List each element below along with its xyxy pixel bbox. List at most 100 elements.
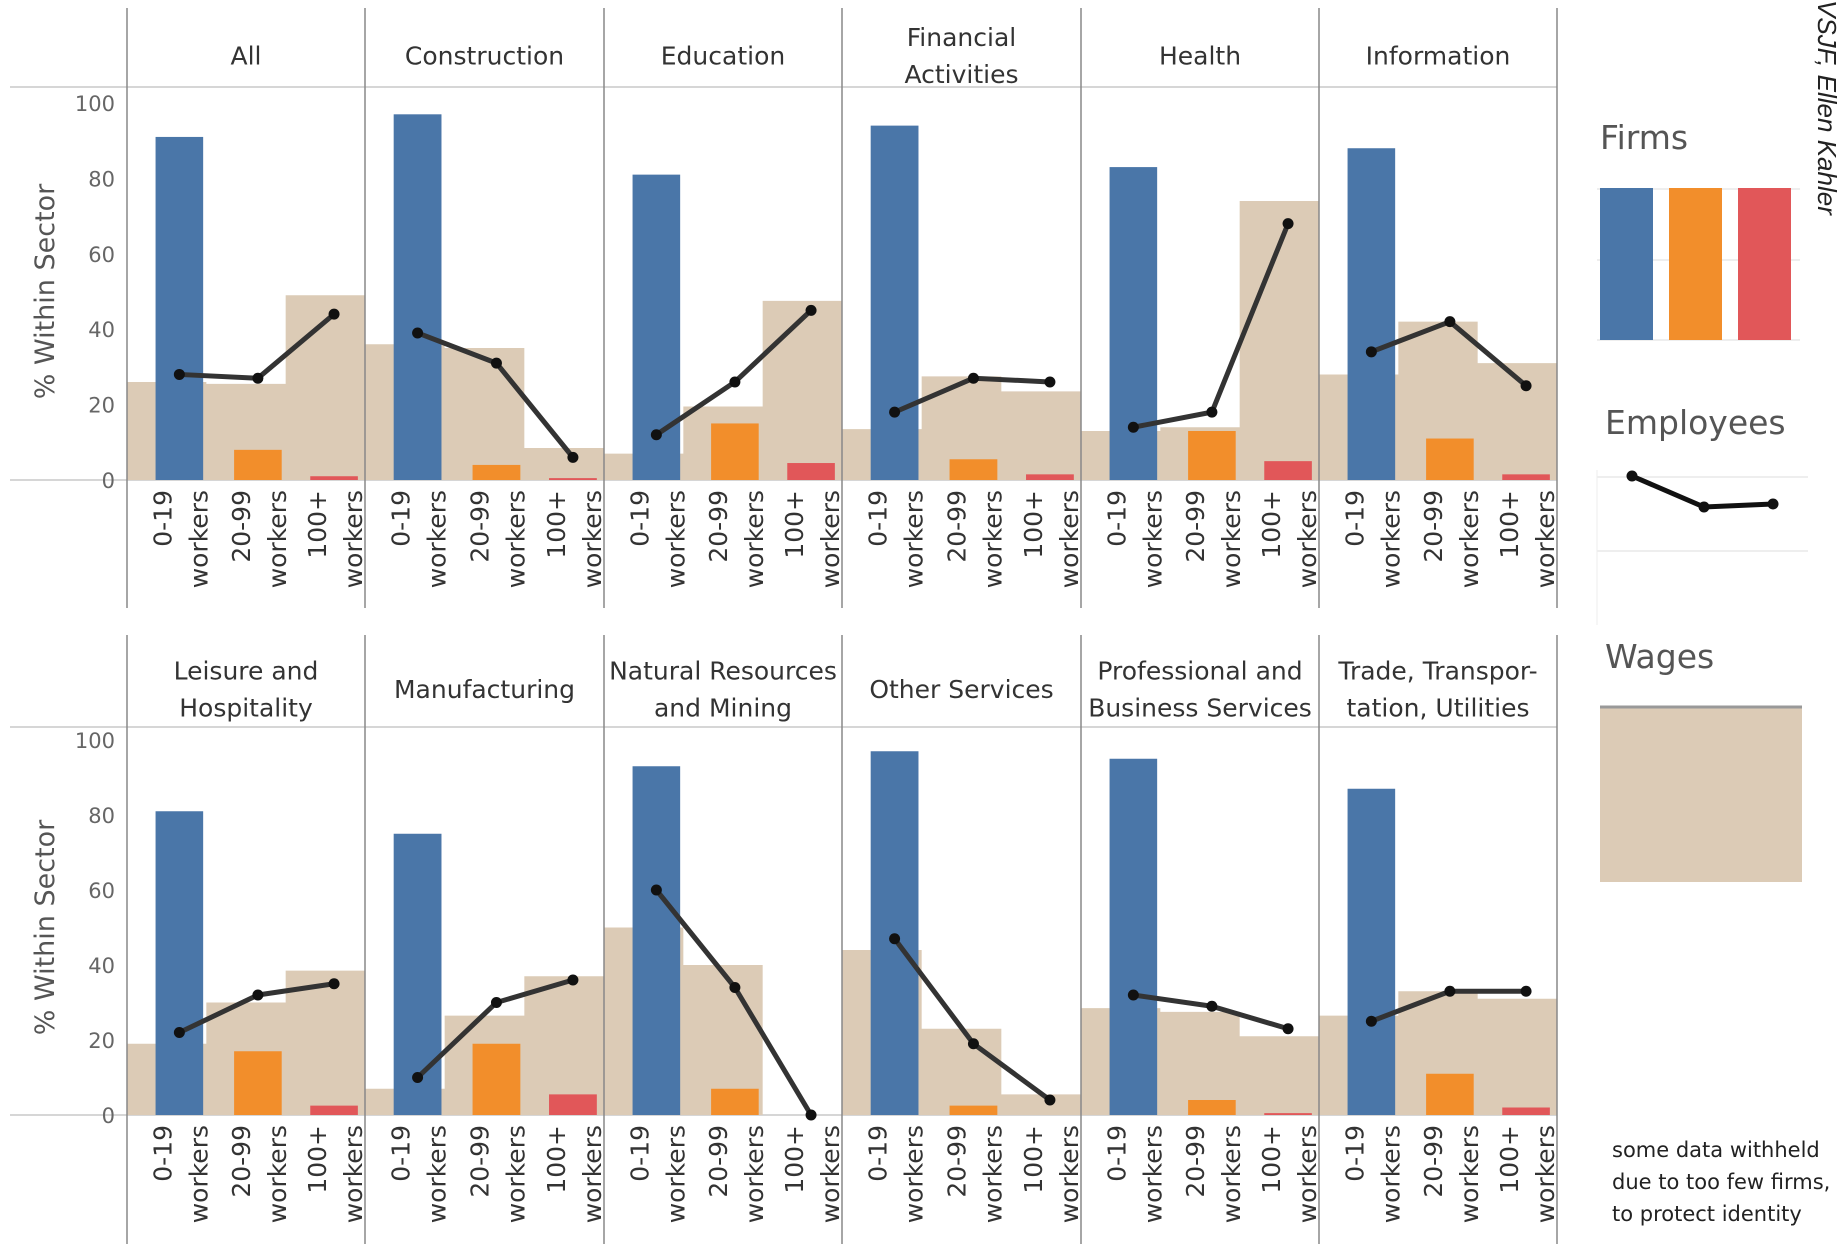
- y-tick-label: 0: [102, 469, 115, 493]
- y-tick-label: 20: [88, 1029, 115, 1053]
- category-label: workers: [578, 1125, 607, 1223]
- firms-bar: [1502, 474, 1550, 480]
- panel-title: Other Services: [869, 675, 1053, 704]
- y-tick-label: 0: [102, 1104, 115, 1128]
- category-label: 20-99: [227, 1125, 256, 1198]
- category-label: workers: [816, 1125, 845, 1223]
- wages-area: [604, 300, 842, 480]
- category-label: 0-19: [387, 490, 416, 547]
- panel-title: Business Services: [1088, 694, 1312, 723]
- credit-text: VSJF, Ellen Kahler: [1812, 0, 1842, 215]
- category-label: workers: [501, 1125, 530, 1223]
- legend-employees-title: Employees: [1605, 403, 1786, 442]
- legend-wages-swatch: [1600, 706, 1802, 882]
- panel-title: Professional and: [1097, 657, 1302, 686]
- panel-title: All: [231, 42, 262, 71]
- category-label: workers: [339, 1125, 368, 1223]
- y-axis-label: % Within Sector: [30, 819, 61, 1035]
- y-tick-label: 60: [88, 243, 115, 267]
- category-label: workers: [1293, 490, 1322, 588]
- category-label: workers: [423, 490, 452, 588]
- firms-bar: [632, 174, 681, 480]
- firms-bar: [155, 811, 204, 1115]
- category-label: workers: [661, 490, 690, 588]
- employees-point: [1206, 406, 1218, 418]
- panel-title: Activities: [904, 60, 1018, 89]
- category-label: 0-19: [1340, 1125, 1369, 1182]
- legend-wages-title: Wages: [1605, 637, 1714, 676]
- employees-point: [1520, 985, 1532, 997]
- employees-point: [412, 1072, 424, 1083]
- category-label: workers: [184, 1125, 213, 1223]
- category-label: 20-99: [704, 1125, 733, 1198]
- firms-bar: [234, 449, 282, 480]
- y-tick-label: 20: [88, 394, 115, 418]
- employees-point: [1044, 376, 1056, 388]
- firms-bar: [949, 1105, 998, 1115]
- category-label: workers: [1138, 1125, 1167, 1223]
- panel-title: Education: [661, 42, 785, 71]
- employees-point: [729, 982, 741, 993]
- category-label: workers: [1293, 1125, 1322, 1223]
- employees-point: [805, 1109, 817, 1121]
- category-label: 20-99: [942, 1125, 971, 1198]
- employees-point: [328, 978, 340, 990]
- employees-point: [1044, 1094, 1056, 1106]
- category-label: workers: [1217, 490, 1246, 588]
- wages-area: [1081, 201, 1319, 480]
- category-label: workers: [900, 1125, 929, 1223]
- employees-point: [328, 308, 340, 320]
- firms-bar: [472, 1043, 521, 1115]
- y-axis-label: % Within Sector: [30, 183, 61, 399]
- employees-point: [567, 974, 579, 986]
- y-tick-label: 40: [88, 318, 115, 342]
- legend: Firms Employees Wages: [1596, 118, 1808, 882]
- category-label: 20-99: [227, 490, 256, 563]
- category-label: 20-99: [1419, 490, 1448, 563]
- category-label: 100+: [1495, 1125, 1524, 1194]
- firms-bar: [870, 751, 919, 1115]
- category-label: workers: [1055, 490, 1084, 588]
- legend-firms-title: Firms: [1600, 118, 1688, 157]
- category-label: workers: [661, 1125, 690, 1223]
- category-label: 20-99: [465, 490, 494, 563]
- panel-title: Information: [1366, 42, 1511, 71]
- panel-title: tation, Utilities: [1347, 694, 1530, 723]
- category-label: workers: [501, 490, 530, 588]
- category-label: 100+: [1257, 490, 1286, 559]
- y-tick-label: 80: [88, 167, 115, 191]
- employees-point: [1520, 380, 1532, 392]
- category-label: 0-19: [1102, 490, 1131, 547]
- employees-point: [173, 368, 185, 380]
- panel-title: Trade, Transpor-: [1337, 657, 1537, 686]
- category-label: workers: [339, 490, 368, 588]
- panel-title: Leisure and: [174, 657, 319, 686]
- category-label: 0-19: [387, 1125, 416, 1182]
- employees-point: [173, 1027, 185, 1038]
- category-label: workers: [1217, 1125, 1246, 1223]
- firms-bar: [787, 463, 835, 480]
- employees-point: [252, 989, 264, 1001]
- legend-employees-point: [1626, 470, 1638, 482]
- firms-bar: [1264, 461, 1312, 480]
- firms-bar: [393, 114, 442, 480]
- firms-bar: [1264, 1113, 1312, 1115]
- employees-point: [889, 933, 901, 945]
- category-label: workers: [423, 1125, 452, 1223]
- category-label: 0-19: [864, 1125, 893, 1182]
- employees-point: [729, 376, 741, 388]
- category-label: 100+: [542, 1125, 571, 1194]
- firms-bar: [1347, 148, 1396, 481]
- category-label: 100+: [1019, 1125, 1048, 1194]
- firms-bar: [472, 464, 521, 480]
- category-label: workers: [978, 1125, 1007, 1223]
- category-label: 0-19: [148, 490, 177, 547]
- employees-point: [1282, 1023, 1294, 1035]
